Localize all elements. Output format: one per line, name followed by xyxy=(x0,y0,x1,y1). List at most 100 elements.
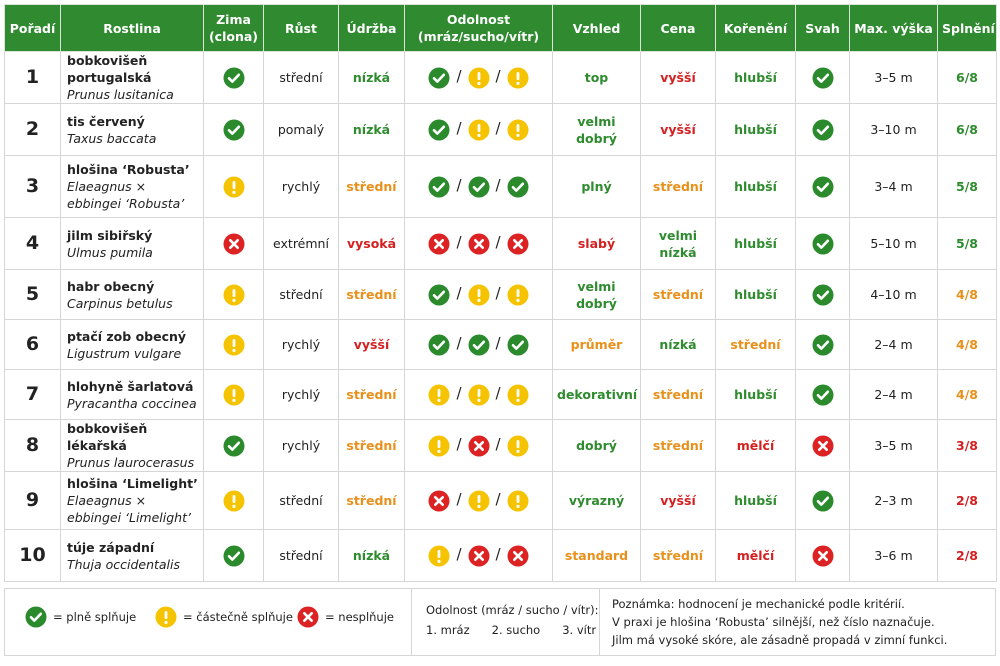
resistance-cell: / / xyxy=(404,269,553,320)
height: 3–6 m xyxy=(849,529,938,582)
table-row: 9 hlošina ‘Limelight’ Elaeagnus × ebbingei… xyxy=(4,471,997,530)
maintenance: vysoká xyxy=(346,236,397,251)
separator: / xyxy=(456,67,462,85)
plant: jilm sibiřský Ulmus pumila xyxy=(60,217,204,270)
slope-cell xyxy=(795,529,850,582)
slope-cell xyxy=(795,369,850,420)
look: top xyxy=(584,70,609,85)
legend-item: = částečně splňuje xyxy=(155,606,293,628)
icon-cross xyxy=(507,545,529,566)
plant-name: habr obecný xyxy=(67,278,155,294)
plant-name: hlošina ‘Limelight’ xyxy=(67,476,198,491)
look-cell: velmi dobrý xyxy=(552,269,641,320)
slope-cell xyxy=(795,471,850,530)
rank: 7 xyxy=(4,369,61,420)
column-header: Cena xyxy=(640,4,716,52)
icon-partial xyxy=(223,490,244,511)
icon-partial xyxy=(507,119,529,140)
table-body: 1 bobkovišeň portugalská Prunus lusitanica… xyxy=(4,51,997,582)
rank: 1 xyxy=(4,51,61,104)
roots: hlubší xyxy=(734,70,777,85)
resistance-cell: / / xyxy=(404,155,553,218)
maintenance-cell: střední xyxy=(338,269,405,320)
plant: hlohyně šarlatová Pyracantha coccinea xyxy=(60,369,204,420)
maintenance-cell: vyšší xyxy=(338,319,405,370)
resistance-items: 1. mráz 2. sucho 3. vítr xyxy=(426,620,618,640)
icon-partial xyxy=(468,67,489,88)
height: 2–4 m xyxy=(849,369,938,420)
separator: / xyxy=(456,284,462,302)
price: střední xyxy=(652,387,704,402)
icon-check xyxy=(223,435,244,456)
note: Poznámka: hodnocení je mechanické podle … xyxy=(599,589,947,655)
score: 5/8 xyxy=(956,179,978,194)
plant: bobkovišeň lékařská Prunus laurocerasus xyxy=(60,419,204,472)
separator: / xyxy=(495,490,501,508)
rank: 2 xyxy=(4,103,61,156)
legend-item: = nesplňuje xyxy=(297,606,394,628)
icon-partial xyxy=(507,435,529,456)
separator: / xyxy=(456,334,462,352)
latin-name: Thuja occidentalis xyxy=(67,556,181,572)
look-cell: standard xyxy=(552,529,641,582)
maintenance-cell: nízká xyxy=(338,529,405,582)
height: 4–10 m xyxy=(849,269,938,320)
resistance-cell: / / xyxy=(404,369,553,420)
table-row: 6 ptačí zob obecný Ligustrum vulgare rychlý… xyxy=(4,319,997,370)
winter-cell xyxy=(203,319,264,370)
icon-partial xyxy=(507,490,529,511)
icon-partial xyxy=(468,384,489,405)
maintenance-cell: nízká xyxy=(338,103,405,156)
look: dekorativní xyxy=(557,387,638,402)
separator: / xyxy=(456,384,462,402)
icon-check xyxy=(507,334,529,355)
plant: túje západní Thuja occidentalis xyxy=(60,529,204,582)
rank: 5 xyxy=(4,269,61,320)
rank: 8 xyxy=(4,419,61,472)
winter-cell xyxy=(203,217,264,270)
latin-name: Ligustrum vulgare xyxy=(67,345,182,361)
look-cell: velmi dobrý xyxy=(552,103,641,156)
roots: hlubší xyxy=(734,179,777,194)
roots-cell: hlubší xyxy=(715,369,796,420)
look-cell: dekorativní xyxy=(552,369,641,420)
growth: extrémní xyxy=(263,217,339,270)
slope-cell xyxy=(795,155,850,218)
roots: hlubší xyxy=(734,493,777,508)
icon-check xyxy=(812,233,833,254)
price: střední xyxy=(652,179,704,194)
table-row: 1 bobkovišeň portugalská Prunus lusitanica… xyxy=(4,51,997,104)
table-row: 5 habr obecný Carpinus betulus střední střed… xyxy=(4,269,997,320)
price: nízká xyxy=(659,337,697,352)
column-header: Pořadí xyxy=(4,4,61,52)
resistance-key: Odolnost (mráz / sucho / vítr): 1. mráz 2.… xyxy=(411,589,618,655)
price-cell: střední xyxy=(640,419,716,472)
price-cell: střední xyxy=(640,529,716,582)
icon-check xyxy=(428,334,450,355)
score-cell: 4/8 xyxy=(937,369,997,420)
rank: 3 xyxy=(4,155,61,218)
maintenance-cell: střední xyxy=(338,155,405,218)
maintenance: vyšší xyxy=(353,337,390,352)
separator: / xyxy=(456,176,462,194)
icon-cross xyxy=(468,233,489,254)
winter-cell xyxy=(203,369,264,420)
growth: rychlý xyxy=(263,155,339,218)
icon-partial xyxy=(428,545,450,566)
maintenance-cell: střední xyxy=(338,419,405,472)
look: standard xyxy=(564,548,629,563)
height: 5–10 m xyxy=(849,217,938,270)
icon-partial xyxy=(223,284,244,305)
column-header: Růst xyxy=(263,4,339,52)
look: plný xyxy=(581,179,612,194)
latin-name: Prunus laurocerasus xyxy=(67,455,195,470)
table-row: 7 hlohyně šarlatová Pyracantha coccinea ryc… xyxy=(4,369,997,420)
icon-check xyxy=(223,545,244,566)
resistance-item: 3. vítr xyxy=(562,623,597,637)
rank: 6 xyxy=(4,319,61,370)
icon-partial xyxy=(223,384,244,405)
maintenance: střední xyxy=(346,438,397,453)
table-row: 3 hlošina ‘Robusta’ Elaeagnus × ebbingei ‘… xyxy=(4,155,997,218)
resistance-item: 2. sucho xyxy=(491,623,541,637)
